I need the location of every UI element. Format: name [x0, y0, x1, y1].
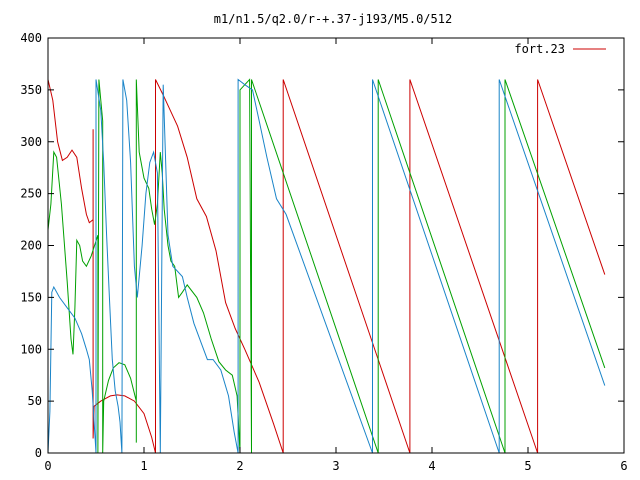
- ticks-layer: 0 1 2 3 4 5 6 0 50 100 150 200 250 300 350 400: [20, 31, 627, 473]
- x-tick-label: 6: [620, 459, 627, 473]
- y-tick-label: 0: [35, 446, 42, 460]
- chart-title: m1/n1.5/q2.0/r-+.37-j193/M5.0/512: [214, 12, 452, 26]
- x-tick-label: 1: [140, 459, 147, 473]
- x-tick-label: 2: [236, 459, 243, 473]
- y-tick-label: 250: [20, 187, 42, 201]
- y-tick-label: 200: [20, 239, 42, 253]
- y-tick-label: 300: [20, 135, 42, 149]
- y-tick-label: 350: [20, 83, 42, 97]
- y-tick-label: 400: [20, 31, 42, 45]
- y-tick-label: 50: [28, 394, 42, 408]
- series-line-1: [47, 79, 606, 454]
- series-layer: [47, 78, 606, 454]
- y-tick-label: 150: [20, 290, 42, 304]
- x-tick-label: 5: [524, 459, 531, 473]
- y-tick-label: 100: [20, 342, 42, 356]
- legend: fort.23: [514, 42, 606, 56]
- legend-label: fort.23: [514, 42, 565, 56]
- x-tick-label: 3: [332, 459, 339, 473]
- x-tick-label: 0: [44, 459, 51, 473]
- series-line-3: [47, 78, 606, 454]
- x-tick-label: 4: [428, 459, 435, 473]
- series-line-2: [47, 78, 606, 454]
